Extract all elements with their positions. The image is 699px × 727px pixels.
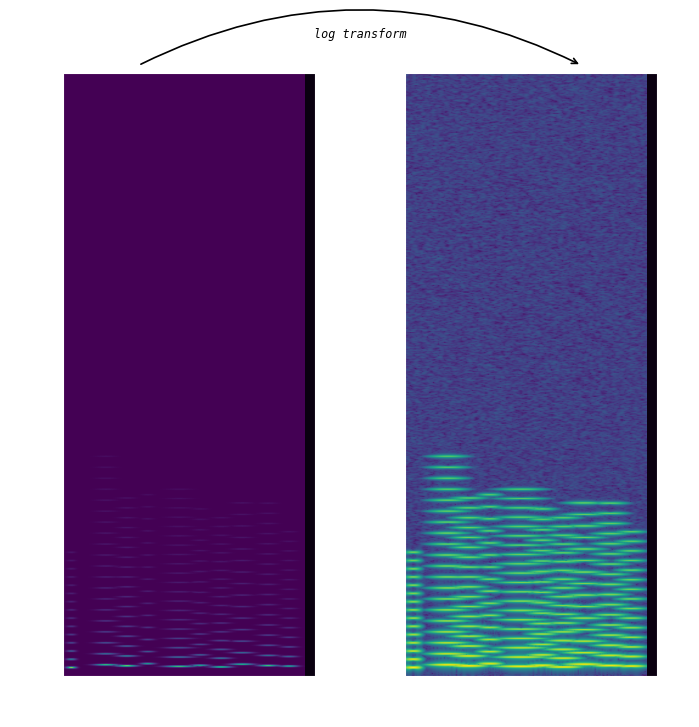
Y-axis label: frequency [Hz]: frequency [Hz] — [346, 323, 360, 426]
Y-axis label: frequency [Hz]: frequency [Hz] — [3, 323, 17, 426]
Text: log transform: log transform — [314, 28, 406, 41]
X-axis label: time [s]: time [s] — [504, 701, 559, 715]
X-axis label: time [s]: time [s] — [161, 701, 216, 715]
